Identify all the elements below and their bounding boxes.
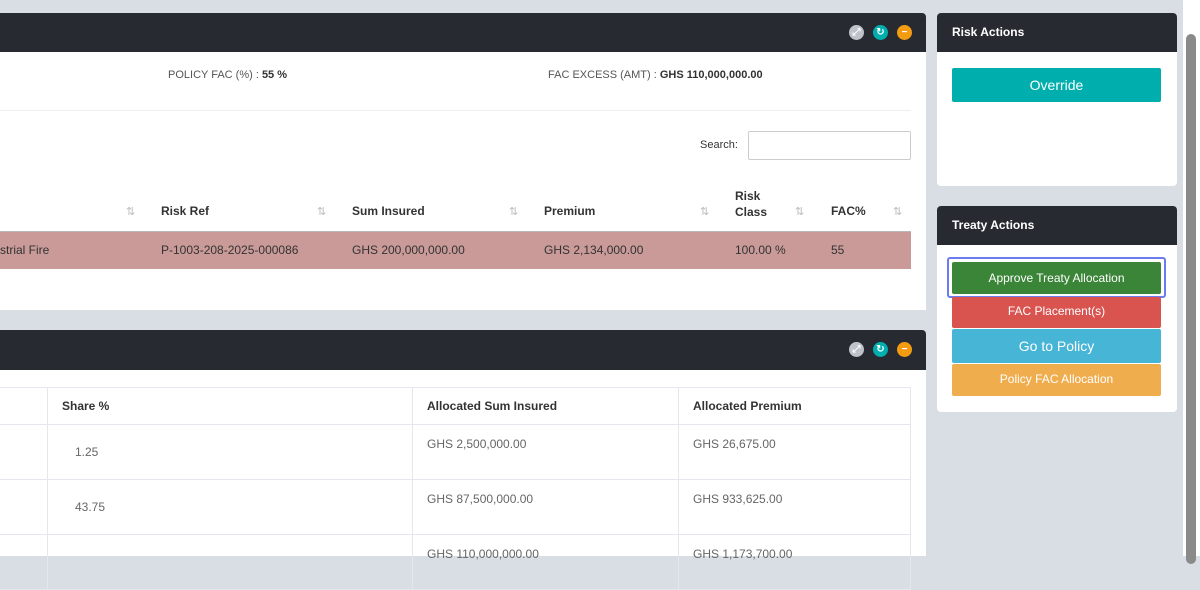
cell-sum: GHS 87,500,000.00 <box>412 479 679 535</box>
table-row[interactable]: strial Fire P-1003-208-2025-000086 GHS 2… <box>0 231 911 269</box>
divider <box>0 110 911 111</box>
expand-icon[interactable]: ⤢ <box>849 25 864 40</box>
col-fac[interactable]: FAC% <box>831 204 866 218</box>
scrollbar-thumb[interactable] <box>1186 34 1196 564</box>
cell-sum-insured: GHS 200,000,000.00 <box>352 243 465 257</box>
col-allocated-sum: Allocated Sum Insured <box>412 387 679 425</box>
cell-sum: GHS 110,000,000.00 <box>412 534 679 590</box>
policy-fac-value: 55 % <box>261 69 288 81</box>
collapse-icon[interactable]: − <box>897 25 912 40</box>
cell-premium: GHS 1,173,700.00 <box>678 534 911 590</box>
table-row: GHS 110,000,000.00 GHS 1,173,700.00 <box>0 534 911 590</box>
allocation-table: Share % Allocated Sum Insured Allocated … <box>0 387 911 590</box>
policy-fac-label: POLICY FAC (%) : <box>168 69 262 81</box>
allocation-panel-header: ⤢ ↻ − <box>0 330 926 370</box>
refresh-icon[interactable]: ↻ <box>873 25 888 40</box>
refresh-icon[interactable]: ↻ <box>873 342 888 357</box>
col-allocated-premium: Allocated Premium <box>678 387 911 425</box>
fac-excess-value: GHS 110,000,000.00 <box>659 69 763 81</box>
fac-placements-button[interactable]: FAC Placement(s) <box>952 297 1161 328</box>
cell-risk-ref: P-1003-208-2025-000086 <box>161 243 299 257</box>
cell-risk-type: strial Fire <box>0 243 50 257</box>
cell-fac: 55 <box>831 243 845 257</box>
sort-icon[interactable]: ⇅ <box>700 206 710 218</box>
override-button[interactable]: Override <box>952 68 1161 102</box>
fac-excess: FAC EXCESS (AMT) : GHS 110,000,000.00 <box>548 69 763 81</box>
risk-panel-header: ⤢ ↻ − <box>0 13 926 52</box>
cell-risk-class: 100.00 % <box>735 243 786 257</box>
cell-premium: GHS 933,625.00 <box>678 479 911 535</box>
policy-fac: POLICY FAC (%) : 55 % <box>168 69 287 81</box>
cell-premium: GHS 26,675.00 <box>678 424 911 480</box>
treaty-actions-title: Treaty Actions <box>937 206 1177 245</box>
fac-excess-label: FAC EXCESS (AMT) : <box>548 69 660 81</box>
approve-treaty-allocation-button[interactable]: Approve Treaty Allocation <box>952 262 1161 294</box>
col-sum-insured[interactable]: Sum Insured <box>352 204 425 218</box>
col-share: Share % <box>47 387 413 425</box>
table-row: 43.75 GHS 87,500,000.00 GHS 933,625.00 <box>0 479 911 535</box>
cell-share: 43.75 <box>47 479 413 535</box>
expand-icon[interactable]: ⤢ <box>849 342 864 357</box>
cell-share: 1.25 <box>47 424 413 480</box>
table-header: Share % Allocated Sum Insured Allocated … <box>0 387 911 425</box>
policy-fac-allocation-button[interactable]: Policy FAC Allocation <box>952 364 1161 396</box>
sort-icon[interactable]: ⇅ <box>893 206 903 218</box>
risk-panel-body: POLICY FAC (%) : 55 % FAC EXCESS (AMT) :… <box>0 52 926 310</box>
scrollbar-track[interactable] <box>1183 0 1200 564</box>
go-to-policy-button[interactable]: Go to Policy <box>952 329 1161 363</box>
col-name <box>0 387 48 425</box>
search-label: Search: <box>700 139 738 151</box>
sort-icon[interactable]: ⇅ <box>126 206 136 218</box>
cell-premium: GHS 2,134,000.00 <box>544 243 644 257</box>
table-row: 1.25 GHS 2,500,000.00 GHS 26,675.00 <box>0 424 911 480</box>
cell-share <box>47 534 413 590</box>
search-input[interactable] <box>748 131 911 160</box>
cell-sum: GHS 2,500,000.00 <box>412 424 679 480</box>
risk-actions-title: Risk Actions <box>937 13 1177 52</box>
sort-icon[interactable]: ⇅ <box>317 206 327 218</box>
sort-icon[interactable]: ⇅ <box>509 206 519 218</box>
col-premium[interactable]: Premium <box>544 204 596 218</box>
collapse-icon[interactable]: − <box>897 342 912 357</box>
col-risk-ref[interactable]: Risk Ref <box>161 204 210 218</box>
col-risk-class[interactable]: Risk Class <box>735 189 768 219</box>
sort-icon[interactable]: ⇅ <box>795 206 805 218</box>
